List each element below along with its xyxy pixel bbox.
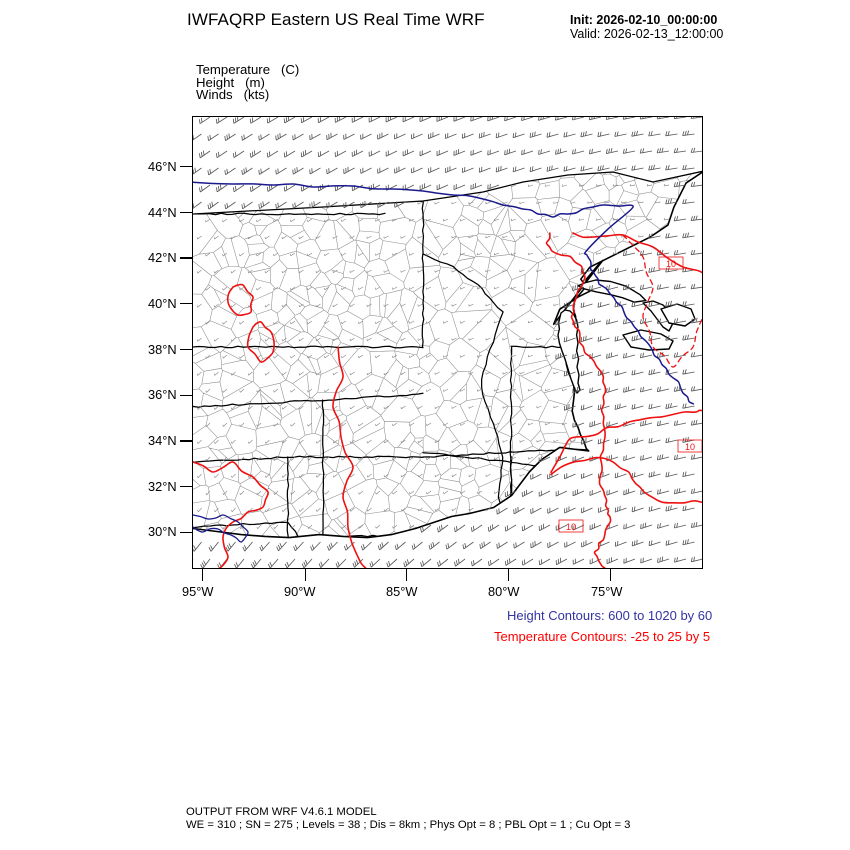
svg-text:10: 10 [666, 259, 676, 269]
svg-text:10: 10 [566, 522, 576, 532]
svg-text:10: 10 [685, 442, 695, 452]
